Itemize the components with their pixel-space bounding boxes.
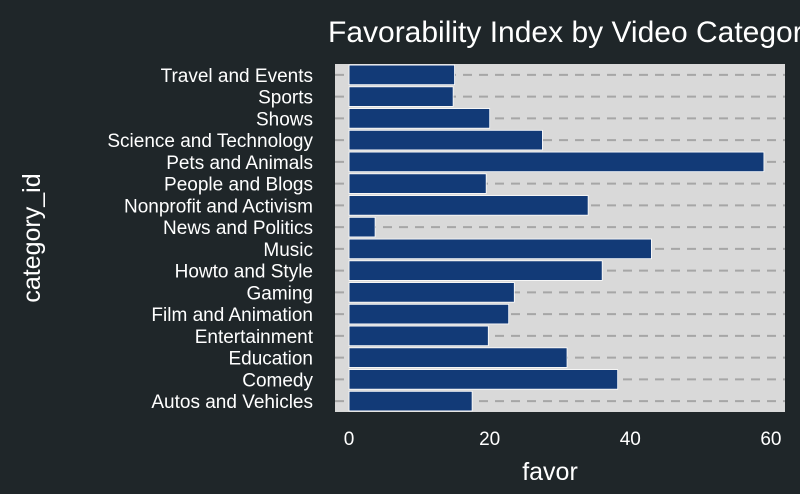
chart-title: Favorability Index by Video Category xyxy=(328,16,800,49)
bar xyxy=(348,325,489,347)
y-tick-label: Gaming xyxy=(246,283,313,304)
y-tick-label: Howto and Style xyxy=(175,262,313,283)
bar-layer xyxy=(348,64,765,412)
y-tick-label: Science and Technology xyxy=(107,131,313,152)
y-tick-label: Education xyxy=(228,349,313,370)
y-tick-label: People and Blogs xyxy=(164,175,313,196)
bar xyxy=(348,216,376,238)
bar xyxy=(348,86,454,107)
y-tick-label: Sports xyxy=(258,88,313,109)
y-tick-label: Pets and Animals xyxy=(166,153,313,174)
y-tick-label: Comedy xyxy=(242,370,313,391)
bar xyxy=(348,347,568,368)
x-tick-labels: 0 20 40 60 xyxy=(344,429,782,450)
y-axis-title: category_id xyxy=(18,173,46,302)
bar xyxy=(348,282,515,303)
y-tick-label: Entertainment xyxy=(195,327,314,348)
y-tick-label: Autos and Vehicles xyxy=(151,392,313,413)
bar xyxy=(348,369,619,390)
bar xyxy=(348,303,510,325)
bar xyxy=(348,108,491,129)
bar xyxy=(348,151,765,173)
y-tick-label: Film and Animation xyxy=(151,305,313,326)
y-tick-label: Shows xyxy=(256,109,313,130)
bar xyxy=(348,129,543,151)
bar xyxy=(348,195,589,216)
y-tick-label: Music xyxy=(263,240,313,261)
bar xyxy=(348,390,473,412)
x-axis-title: favor xyxy=(522,458,578,486)
y-tick-label: Nonprofit and Activism xyxy=(124,196,313,217)
y-tick-label: Travel and Events xyxy=(161,66,313,87)
bar xyxy=(348,64,455,86)
y-tick-label: News and Politics xyxy=(163,218,313,239)
x-tick-label: 20 xyxy=(479,429,500,450)
bar xyxy=(348,173,487,194)
x-tick-label: 60 xyxy=(760,429,781,450)
bar xyxy=(348,260,603,281)
x-tick-label: 40 xyxy=(620,429,641,450)
x-tick-label: 0 xyxy=(344,429,355,450)
bar xyxy=(348,238,652,260)
